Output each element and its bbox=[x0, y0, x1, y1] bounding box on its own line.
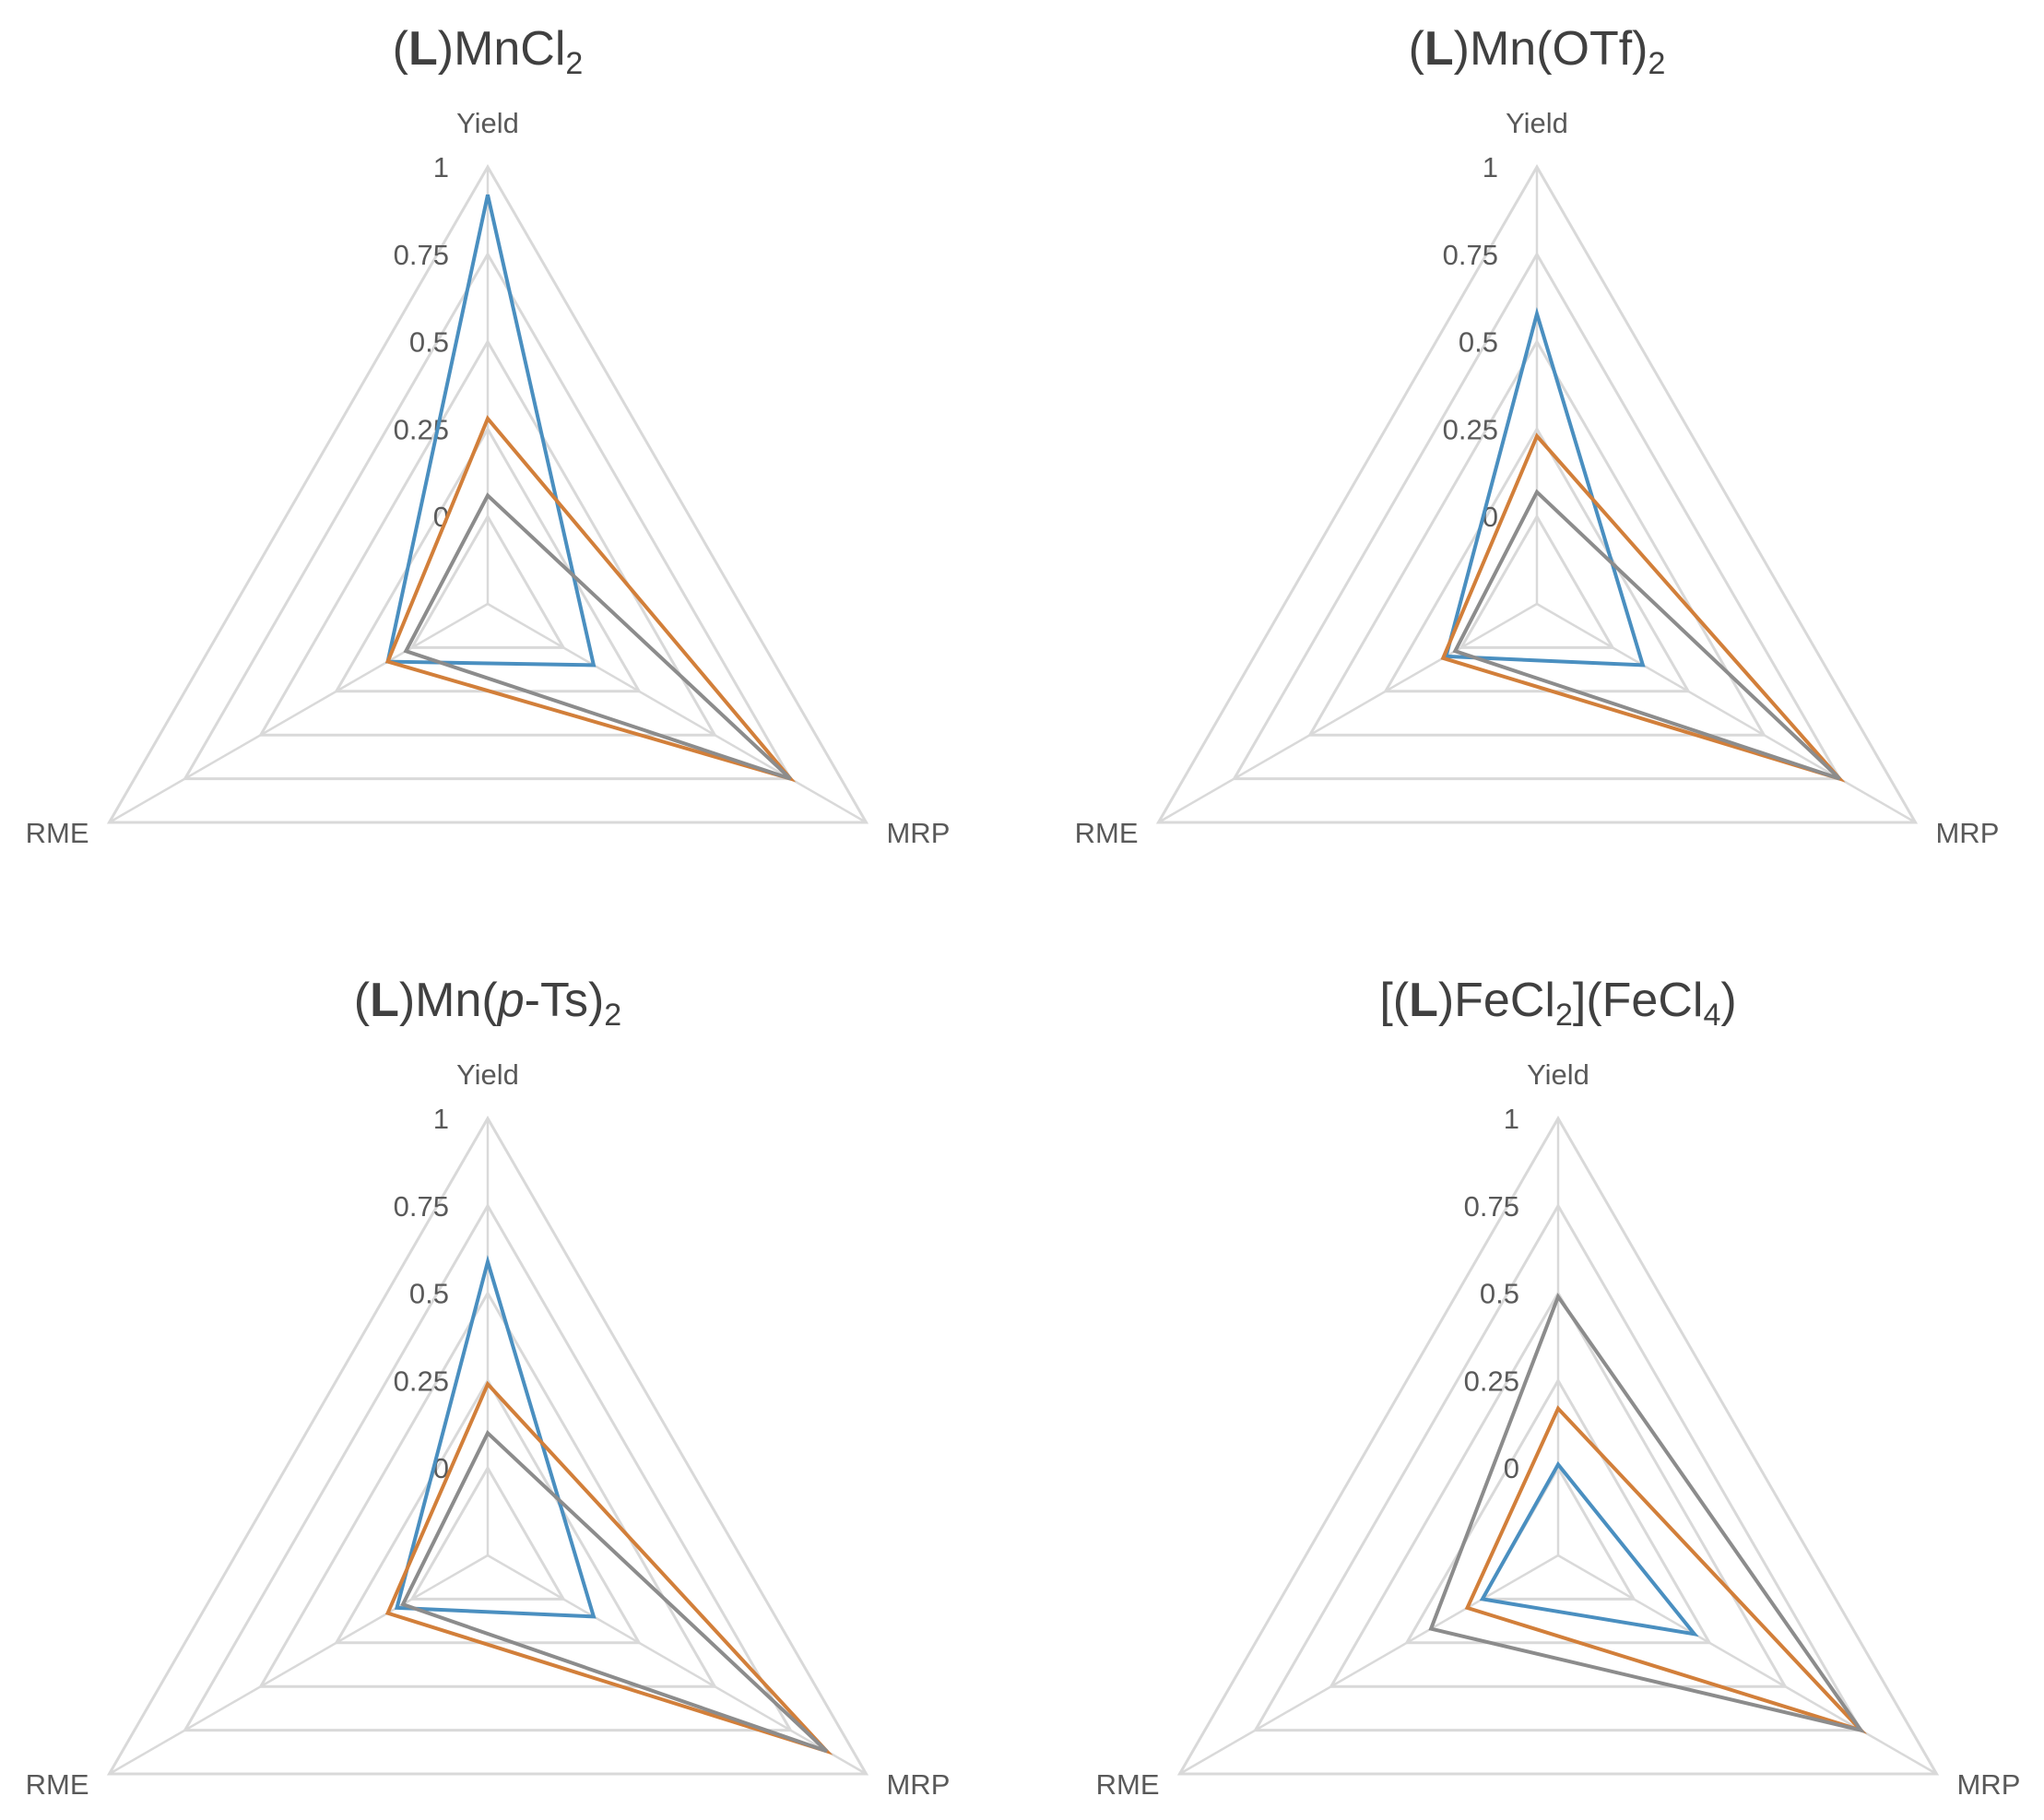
chart-title-part: ) bbox=[1720, 974, 1736, 1027]
chart-title-part: )FeCl bbox=[1438, 974, 1555, 1027]
chart-title-part: 4 bbox=[1703, 998, 1720, 1033]
tick-label: 0.25 bbox=[1443, 413, 1498, 445]
grid-ring bbox=[1307, 338, 1766, 737]
tick-label: 1 bbox=[1504, 1103, 1519, 1135]
series-1-polygon bbox=[1443, 306, 1646, 668]
tick-label: 0.5 bbox=[409, 326, 449, 359]
series-2-polygon bbox=[1440, 432, 1846, 783]
chart-title-part: ( bbox=[1409, 22, 1425, 76]
tick-label: 0.5 bbox=[1459, 326, 1498, 359]
grid-ring bbox=[1232, 251, 1842, 781]
tick-label: 1 bbox=[433, 1103, 449, 1135]
tick-label: 1 bbox=[433, 151, 449, 183]
axis-label-rme: RME bbox=[1075, 817, 1139, 849]
series-2-polygon bbox=[1464, 1405, 1868, 1734]
axis-spoke bbox=[108, 1554, 489, 1776]
grid-ring bbox=[258, 1290, 717, 1688]
axis-label-mrp: MRP bbox=[1956, 1768, 2020, 1801]
series-3-polygon bbox=[1452, 489, 1841, 781]
series-2-polygon bbox=[384, 1380, 833, 1755]
grid-ring bbox=[106, 1116, 869, 1776]
chart-title-part: 2 bbox=[1555, 998, 1573, 1033]
chart-title-part: ](FeCl bbox=[1573, 974, 1704, 1027]
chart-title: (L)Mn(p-Ts)2 bbox=[354, 974, 621, 1033]
series-3-polygon bbox=[400, 1429, 829, 1754]
tick-label: 0.75 bbox=[1443, 239, 1498, 271]
grid-ring bbox=[1176, 1116, 1940, 1776]
axis-label-rme: RME bbox=[26, 1768, 89, 1801]
series-3-polygon bbox=[1428, 1293, 1866, 1733]
axis-label-yield: Yield bbox=[1506, 107, 1568, 139]
chart-title-part: L bbox=[1409, 974, 1438, 1027]
axis-spoke bbox=[1557, 1554, 1938, 1776]
grid-ring bbox=[258, 338, 717, 737]
chart-title-part: )Mn( bbox=[399, 974, 499, 1027]
grid-ring bbox=[106, 164, 869, 824]
axis-label-mrp: MRP bbox=[1935, 817, 1999, 849]
axis-spoke bbox=[1178, 1554, 1559, 1776]
chart-title-part: [( bbox=[1379, 974, 1409, 1027]
grid-ring bbox=[1329, 1290, 1788, 1688]
axis-spoke bbox=[1157, 602, 1538, 824]
axis-spoke bbox=[108, 602, 489, 824]
tick-label: 0 bbox=[1504, 1452, 1519, 1484]
axis-spoke bbox=[487, 602, 868, 824]
tick-label: 0.75 bbox=[394, 239, 449, 271]
chart-title-part: ( bbox=[354, 974, 371, 1027]
series-1-polygon bbox=[385, 194, 597, 668]
series-3-polygon bbox=[403, 492, 792, 781]
axis-label-yield: Yield bbox=[456, 107, 519, 139]
grid-ring bbox=[1459, 514, 1615, 649]
tick-label: 0.25 bbox=[394, 1365, 449, 1397]
chart-title-part: 2 bbox=[604, 998, 621, 1033]
tick-label: 0.75 bbox=[1464, 1190, 1519, 1223]
tick-label: 1 bbox=[1483, 151, 1498, 183]
axis-label-mrp: MRP bbox=[886, 817, 950, 849]
grid-ring bbox=[1155, 164, 1919, 824]
tick-label: 0.5 bbox=[409, 1278, 449, 1310]
grid-ring bbox=[1253, 1202, 1863, 1732]
chart-title-part: 2 bbox=[565, 46, 583, 81]
axis-label-mrp: MRP bbox=[886, 1768, 950, 1801]
chart-title: (L)Mn(OTf)2 bbox=[1409, 22, 1666, 81]
grid-ring bbox=[409, 1465, 566, 1601]
chart-title-part: p bbox=[496, 974, 525, 1027]
chart-title-part: 2 bbox=[1648, 46, 1666, 81]
axis-spoke bbox=[1536, 602, 1917, 824]
grid-ring bbox=[183, 251, 793, 781]
chart-title-part: )Mn(OTf) bbox=[1454, 22, 1648, 76]
grid-ring bbox=[1404, 1377, 1712, 1645]
chart-title-part: ( bbox=[393, 22, 409, 76]
series-1-polygon bbox=[1479, 1460, 1699, 1637]
chart-title-part: )MnCl bbox=[438, 22, 566, 76]
chart-title-part: L bbox=[370, 974, 399, 1027]
chart-title: [(L)FeCl2](FeCl4) bbox=[1379, 974, 1736, 1033]
axis-label-rme: RME bbox=[26, 817, 89, 849]
chart-title: (L)MnCl2 bbox=[393, 22, 584, 81]
chart-title-part: L bbox=[408, 22, 438, 76]
tick-label: 0.5 bbox=[1480, 1278, 1519, 1310]
series-2-polygon bbox=[384, 415, 797, 783]
axis-label-yield: Yield bbox=[1527, 1058, 1589, 1091]
tick-label: 0.75 bbox=[394, 1190, 449, 1223]
grid-ring bbox=[183, 1202, 793, 1732]
grid-ring bbox=[409, 514, 566, 649]
axis-label-rme: RME bbox=[1096, 1768, 1160, 1801]
chart-title-part: L bbox=[1424, 22, 1454, 76]
axis-label-yield: Yield bbox=[456, 1058, 519, 1091]
chart-title-part: -Ts) bbox=[525, 974, 605, 1027]
axis-spoke bbox=[487, 1554, 868, 1776]
tick-label: 0.25 bbox=[1464, 1365, 1519, 1397]
